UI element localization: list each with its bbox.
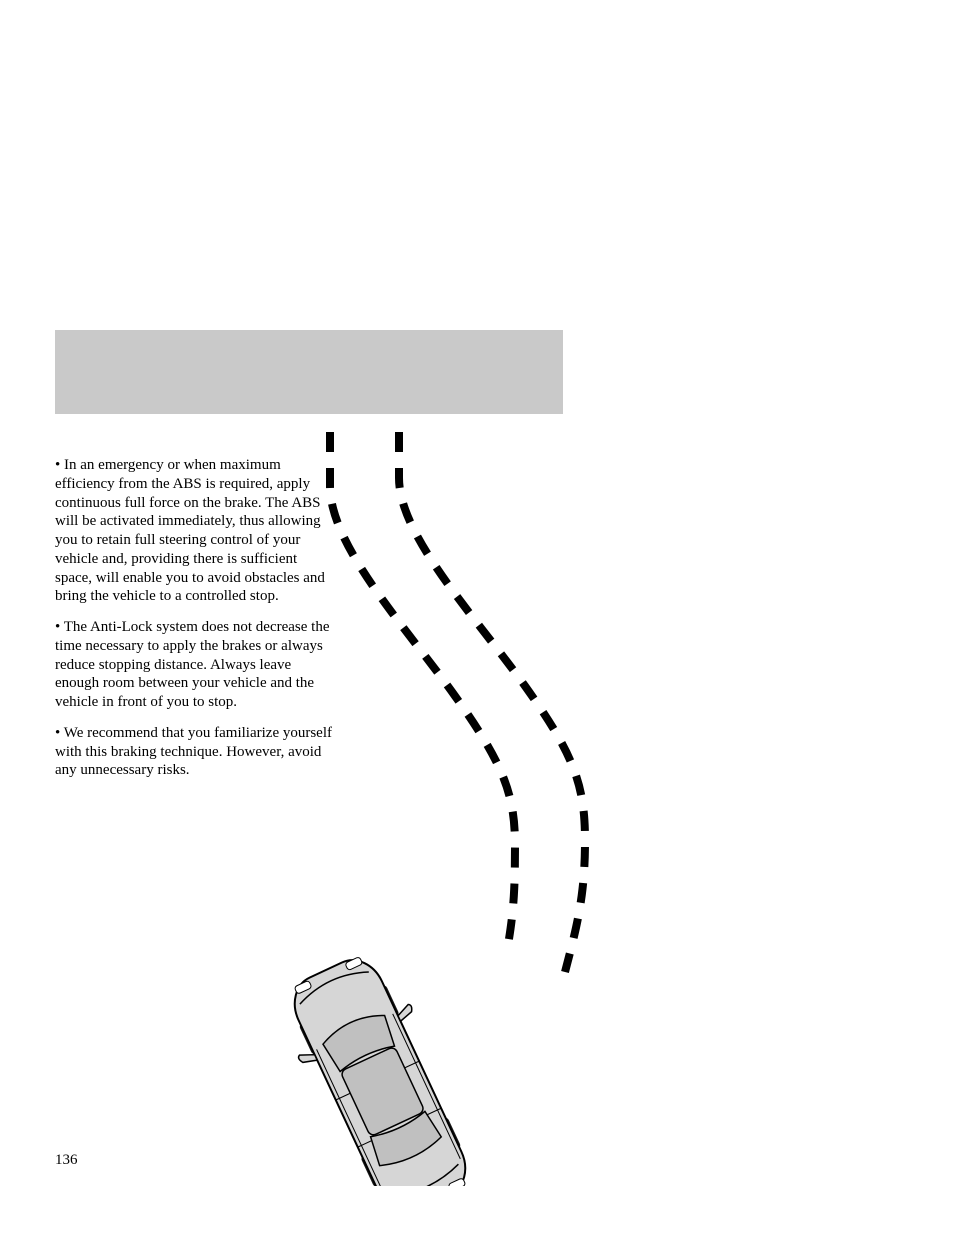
abs-steering-diagram xyxy=(275,426,625,1186)
manual-page: • In an emergency or when maximum effici… xyxy=(0,0,954,1235)
lane-line-left xyxy=(330,432,515,951)
lane-line-right xyxy=(399,432,585,972)
car-top-view xyxy=(275,944,490,1186)
page-number: 136 xyxy=(55,1152,78,1169)
section-header-bar xyxy=(55,330,563,414)
